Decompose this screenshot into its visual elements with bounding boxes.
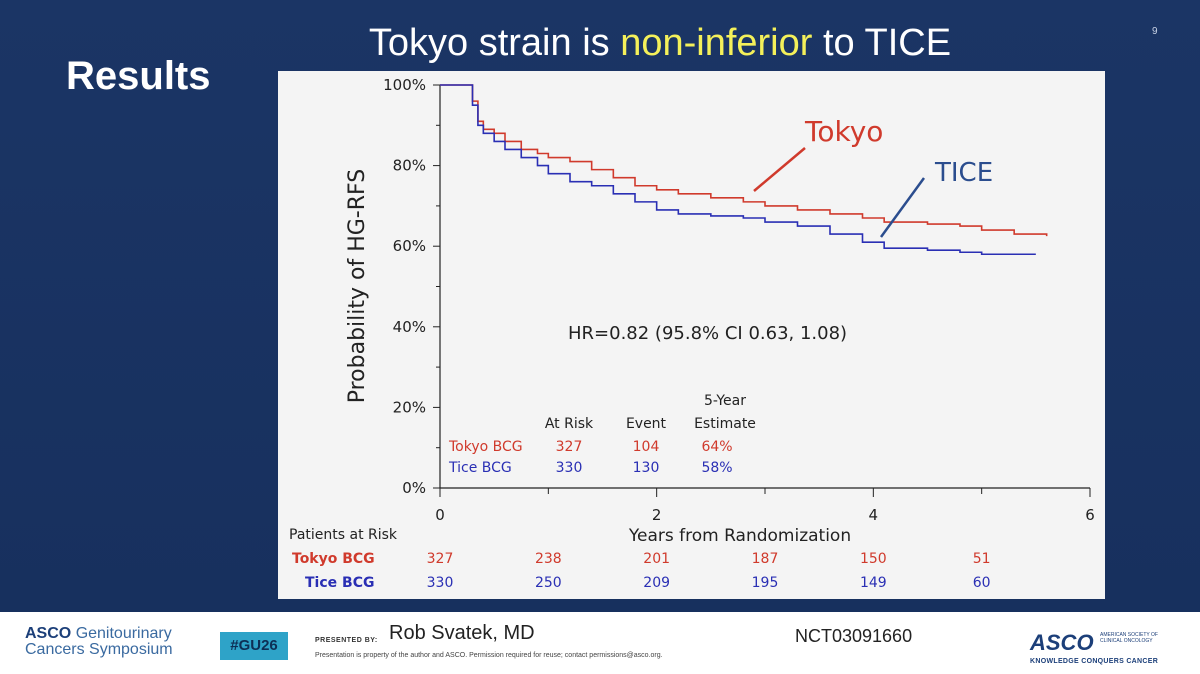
at-risk-value: 60 <box>973 575 991 591</box>
asco-tagline: KNOWLEDGE CONQUERS CANCER <box>1030 658 1159 665</box>
x-axis-label: Years from Randomization <box>628 526 851 546</box>
at-risk-value: 149 <box>860 575 887 591</box>
inset-estimate: 58% <box>701 460 732 476</box>
y-tick-label: 100% <box>383 76 426 94</box>
at-risk-value: 238 <box>535 551 562 567</box>
title-part-1: Tokyo strain is <box>368 22 621 64</box>
at-risk-value: 327 <box>427 551 454 567</box>
y-tick-label: 0% <box>402 479 426 497</box>
at-risk-value: 201 <box>643 551 670 567</box>
symposium-line1: Genitourinary <box>75 625 172 642</box>
chart-panel: 0% 20% 40% 60% 80% 100% 0 2 4 6 Years from Randomi… <box>278 71 1105 599</box>
inset-at-risk: 330 <box>556 460 583 476</box>
inset-at-risk: 327 <box>556 439 583 455</box>
at-risk-value: 250 <box>535 575 562 591</box>
presenter-name: Rob Svatek, MD <box>389 622 535 644</box>
at-risk-value: 150 <box>860 551 887 567</box>
series-pointer-tokyo <box>753 147 806 192</box>
at-risk-value: 195 <box>752 575 779 591</box>
x-tick-label: 6 <box>1085 506 1095 524</box>
inset-row-name: Tice BCG <box>448 460 512 476</box>
asco-society: AMERICAN SOCIETY OF CLINICAL ONCOLOGY <box>1100 632 1158 644</box>
page-number: 9 <box>1152 26 1158 37</box>
trial-id: NCT03091660 <box>795 626 913 646</box>
hazard-ratio-annotation: HR=0.82 (95.8% CI 0.63, 1.08) <box>568 323 847 344</box>
x-tick-label: 4 <box>869 506 879 524</box>
y-tick-label: 60% <box>393 237 426 255</box>
at-risk-value: 209 <box>643 575 670 591</box>
at-risk-value: 330 <box>427 575 454 591</box>
inset-row-name: Tokyo BCG <box>448 439 523 455</box>
inset-header-event: Event <box>626 416 667 432</box>
symposium-line2: Cancers Symposium <box>25 641 173 658</box>
km-chart: 0% 20% 40% 60% 80% 100% 0 2 4 6 Years from Randomi… <box>289 76 1095 591</box>
disclaimer: Presentation is property of the author a… <box>315 652 663 659</box>
footer: ASCO Genitourinary Cancers Symposium #GU2… <box>0 612 1200 674</box>
y-axis-label: Probability of HG-RFS <box>345 169 370 404</box>
inset-header-estimate-line2: Estimate <box>694 416 756 432</box>
symposium-brand: ASCO <box>25 625 72 642</box>
km-curve-tice <box>440 84 1036 256</box>
inset-estimate: 64% <box>701 439 732 455</box>
series-label-tokyo: Tokyo <box>804 115 883 148</box>
inset-header-at-risk: At Risk <box>545 416 594 432</box>
hashtag-badge: #GU26 <box>220 632 288 660</box>
x-tick-label: 2 <box>652 506 662 524</box>
y-tick-label: 80% <box>393 157 426 175</box>
at-risk-value: 51 <box>973 551 991 567</box>
title-part-2: to TICE <box>812 22 952 64</box>
at-risk-row-name: Tokyo BCG <box>292 551 375 567</box>
series-label-tice: TICE <box>934 158 993 188</box>
inset-event: 130 <box>633 460 660 476</box>
title-highlight: non-inferior <box>620 22 813 64</box>
section-heading: Results <box>66 54 211 98</box>
y-tick-label: 20% <box>393 398 426 416</box>
symposium-logo: ASCO Genitourinary Cancers Symposium <box>25 626 173 658</box>
x-tick-label: 0 <box>435 506 445 524</box>
asco-wordmark: ASCO <box>1030 630 1094 655</box>
patients-at-risk-title: Patients at Risk <box>289 527 398 543</box>
at-risk-row-name: Tice BCG <box>305 575 374 591</box>
asco-logo: ASCO AMERICAN SOCIETY OF CLINICAL ONCOLO… <box>1030 630 1158 665</box>
series-pointer-tice <box>879 177 926 238</box>
y-tick-label: 40% <box>393 318 426 336</box>
at-risk-value: 187 <box>752 551 779 567</box>
inset-event: 104 <box>633 439 660 455</box>
inset-header-estimate-line1: 5-Year <box>704 393 746 409</box>
presented-by-label: PRESENTED BY: <box>315 637 378 644</box>
slide-title: Tokyo strain is non-inferior to TICE <box>250 22 1070 65</box>
